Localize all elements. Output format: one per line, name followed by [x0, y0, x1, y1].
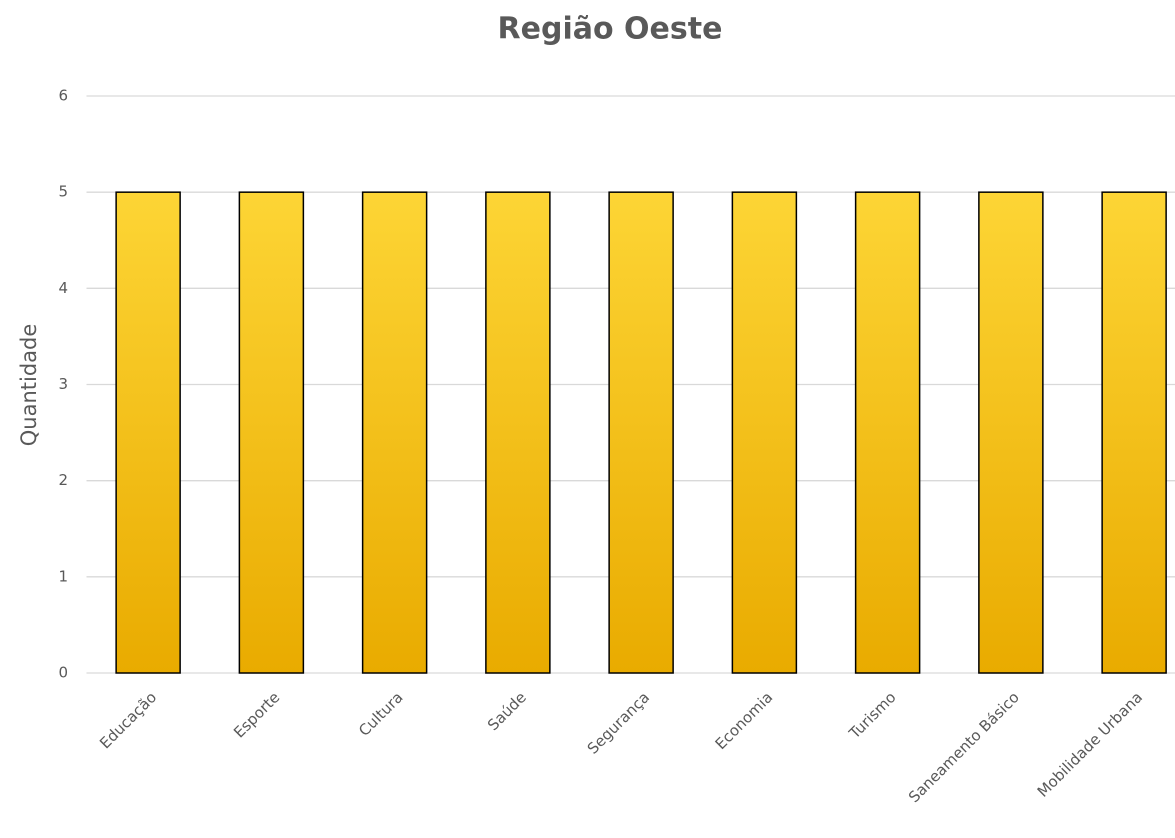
bar — [731, 191, 798, 674]
bar — [608, 191, 674, 674]
y-axis-label: Quantidade — [17, 324, 41, 447]
y-tick-label: 6 — [58, 87, 68, 105]
x-tick-label: Economia — [712, 688, 777, 753]
x-tick-label: Segurança — [584, 688, 653, 757]
y-tick-label: 3 — [58, 375, 68, 393]
x-tick-label: Mobilidade Urbana — [1034, 688, 1146, 800]
y-tick-label: 5 — [58, 183, 68, 201]
bar — [485, 191, 551, 674]
x-tick-label: Educação — [96, 688, 160, 752]
x-tick-label: Esporte — [230, 688, 283, 741]
y-tick-label: 4 — [58, 279, 68, 297]
bar — [238, 191, 305, 674]
x-tick-label: Saneamento Básico — [905, 688, 1023, 806]
chart-title: Região Oeste — [498, 12, 723, 47]
bar — [1101, 191, 1167, 674]
y-tick-label: 0 — [58, 664, 68, 682]
bar — [978, 191, 1044, 674]
y-tick-label: 1 — [58, 567, 68, 585]
bar — [115, 191, 181, 674]
y-tick-label: 2 — [58, 471, 68, 489]
x-tick-label: Cultura — [355, 688, 407, 740]
bar — [361, 191, 428, 674]
bar — [854, 191, 921, 674]
x-tick-label: Turismo — [845, 688, 900, 743]
x-tick-label: Saúde — [484, 688, 530, 734]
